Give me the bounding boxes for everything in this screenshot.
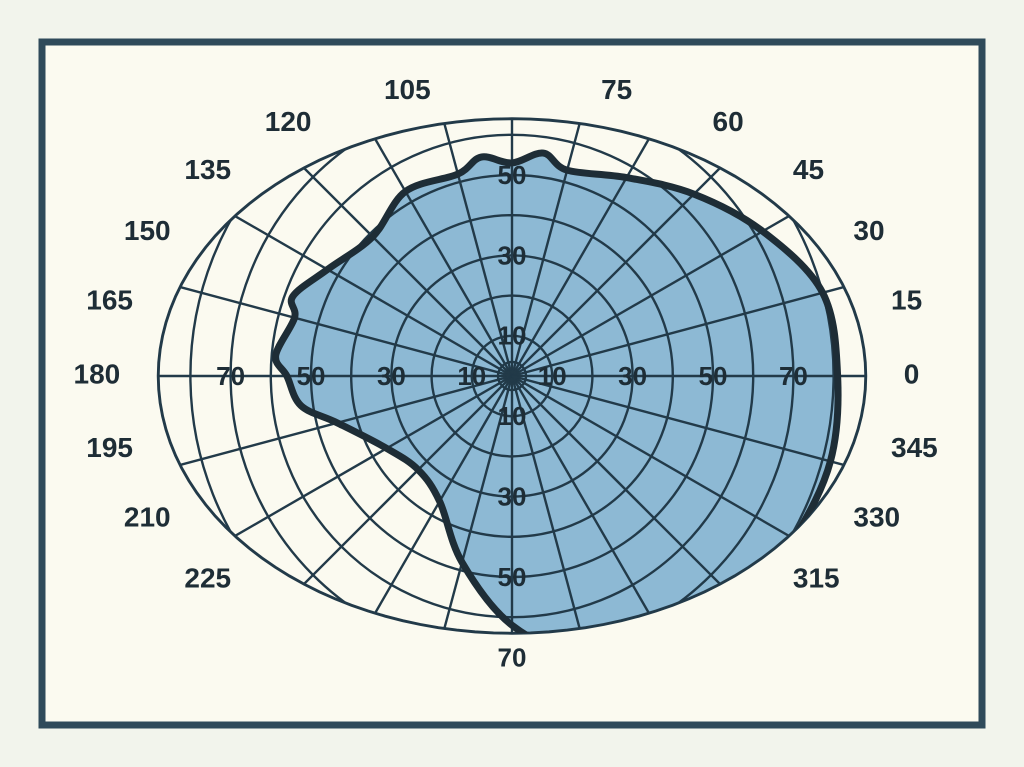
axis-v-down-10: 10 bbox=[498, 401, 527, 431]
axis-h-left-10: 10 bbox=[457, 361, 486, 391]
angle-label-105: 105 bbox=[384, 74, 431, 105]
angle-label-195: 195 bbox=[86, 432, 133, 463]
angle-label-210: 210 bbox=[124, 502, 171, 533]
axis-h-right-30: 30 bbox=[618, 361, 647, 391]
axis-v-down-50: 50 bbox=[498, 562, 527, 592]
angle-label-315: 315 bbox=[793, 563, 840, 594]
axis-h-right-70: 70 bbox=[779, 361, 808, 391]
axis-h-left-50: 50 bbox=[297, 361, 326, 391]
angle-label-30: 30 bbox=[853, 215, 884, 246]
axis-v-up-10: 10 bbox=[498, 321, 527, 351]
angle-label-345: 345 bbox=[891, 432, 938, 463]
axis-h-right-50: 50 bbox=[699, 361, 728, 391]
axis-h-left-30: 30 bbox=[377, 361, 406, 391]
angle-label-150: 150 bbox=[124, 215, 171, 246]
angle-label-60: 60 bbox=[713, 106, 744, 137]
angle-label-165: 165 bbox=[86, 285, 133, 316]
axis-h-right-10: 10 bbox=[538, 361, 567, 391]
axis-h-left-70: 70 bbox=[216, 361, 245, 391]
polar-chart: 10 30 50 70 10 30 50 70 10 30 50 10 30 50 70 0 15 30 45 60 7… bbox=[0, 0, 1024, 767]
angle-label-45: 45 bbox=[793, 154, 824, 185]
angle-label-0: 0 bbox=[904, 358, 920, 389]
axis-v-up-30: 30 bbox=[498, 240, 527, 270]
angle-label-330: 330 bbox=[853, 502, 900, 533]
angle-label-180: 180 bbox=[74, 358, 121, 389]
chart-frame: 10 30 50 70 10 30 50 70 10 30 50 10 30 50 70 0 15 30 45 60 7… bbox=[0, 0, 1024, 767]
axis-v-down-30: 30 bbox=[498, 481, 527, 511]
axis-v-up-50: 50 bbox=[498, 160, 527, 190]
angle-label-15: 15 bbox=[891, 285, 922, 316]
angle-label-225: 225 bbox=[184, 563, 231, 594]
angle-label-135: 135 bbox=[184, 154, 231, 185]
angle-label-120: 120 bbox=[265, 106, 312, 137]
angle-label-75: 75 bbox=[601, 74, 632, 105]
axis-v-down-70: 70 bbox=[498, 642, 527, 672]
